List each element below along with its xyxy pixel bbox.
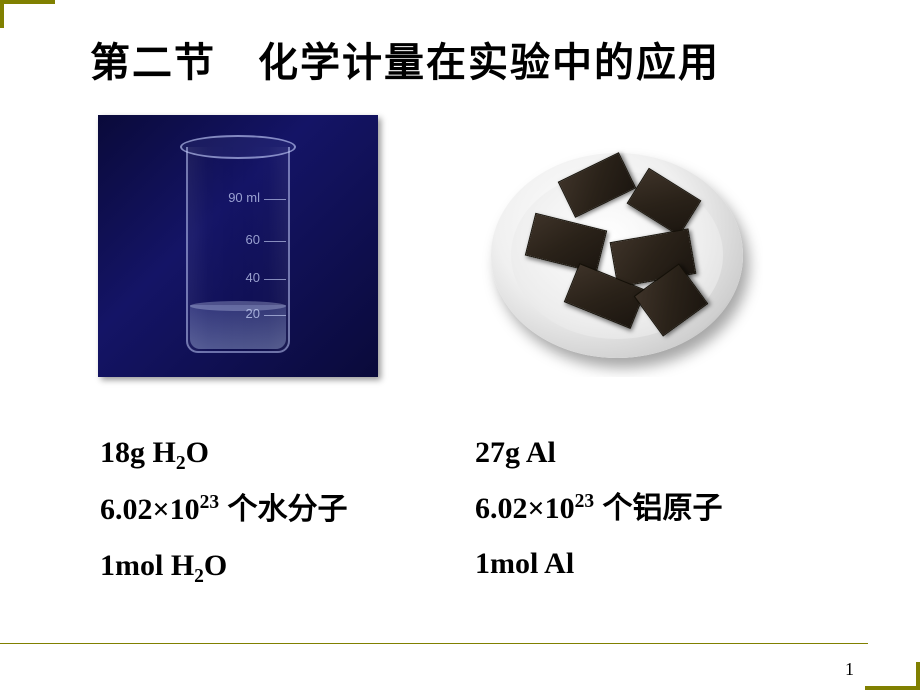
label-water-mol: 1mol H2O	[100, 538, 378, 595]
graduation-label: 40	[246, 270, 260, 285]
label-al-atoms: 6.02×1023 个铝原子	[475, 481, 763, 537]
beaker-body: 90 ml 60 40 20	[186, 147, 290, 353]
graduation-line	[264, 315, 286, 316]
content-columns: 90 ml 60 40 20 18g H2O 6.02×1023 个水分子 1mol …	[0, 115, 920, 595]
column-aluminum: 27g Al 6.02×1023 个铝原子 1mol Al	[473, 115, 763, 595]
image-beaker: 90 ml 60 40 20	[98, 115, 378, 377]
column-water: 90 ml 60 40 20 18g H2O 6.02×1023 个水分子 1mol …	[98, 115, 378, 595]
graduation-label: 60	[246, 232, 260, 247]
beaker-rim	[180, 135, 296, 159]
label-al-mass: 27g Al	[475, 425, 763, 481]
water-fill	[190, 305, 286, 349]
labels-aluminum: 27g Al 6.02×1023 个铝原子 1mol Al	[475, 425, 763, 592]
graduation-label: 20	[246, 306, 260, 321]
label-water-mass: 18g H2O	[100, 425, 378, 482]
page-number: 1	[845, 659, 854, 680]
corner-decoration-bottom-right	[865, 662, 920, 690]
label-al-mol: 1mol Al	[475, 536, 763, 592]
bottom-rule	[0, 643, 868, 644]
beaker-shape: 90 ml 60 40 20	[180, 135, 296, 365]
image-aluminum	[473, 115, 763, 377]
slide-title: 第二节 化学计量在实验中的应用	[90, 30, 720, 88]
labels-water: 18g H2O 6.02×1023 个水分子 1mol H2O	[100, 425, 378, 595]
corner-decoration-top-left	[0, 0, 55, 28]
water-surface	[190, 301, 286, 311]
graduation-line	[264, 279, 286, 280]
graduation-label: 90 ml	[228, 190, 260, 205]
graduation-line	[264, 199, 286, 200]
graduation-line	[264, 241, 286, 242]
label-water-molecules: 6.02×1023 个水分子	[100, 482, 378, 538]
